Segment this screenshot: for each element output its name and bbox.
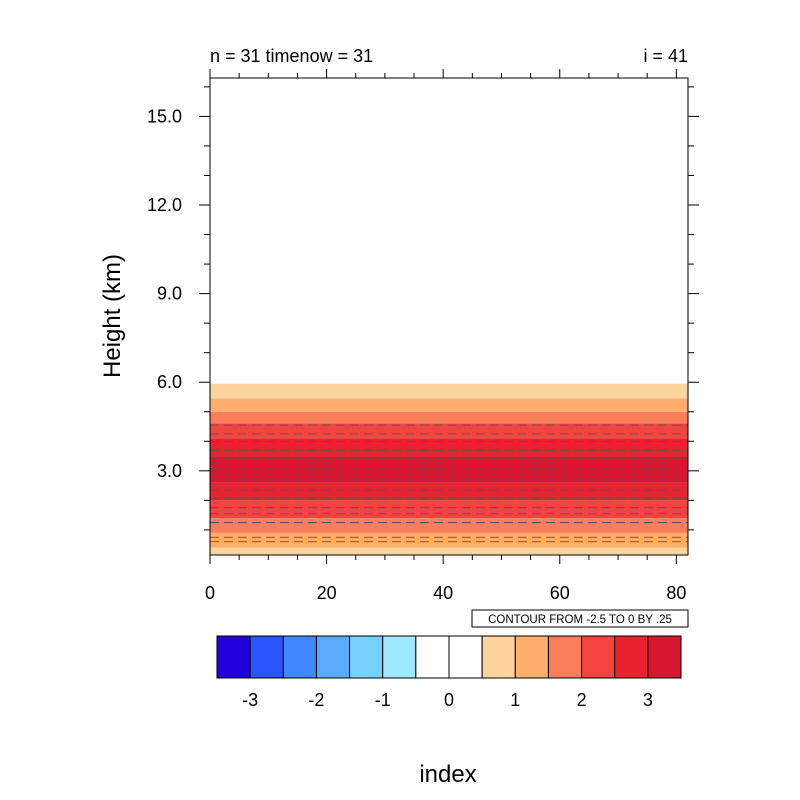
fill-band-6 — [210, 438, 688, 457]
colorbar-swatch-10 — [547, 635, 583, 679]
y-axis-ticks: 3.0 6.0 9.0 12.0 15.0 — [147, 86, 699, 531]
colorbar-labels: -3 -2 -1 0 1 2 3 — [242, 690, 653, 710]
x-tick-label: 40 — [433, 583, 453, 603]
x-axis-ticks: 0 20 40 60 80 — [205, 69, 686, 603]
y-tick-label: 15.0 — [147, 106, 182, 126]
colorbar-swatch-4 — [349, 635, 384, 679]
x-tick-label: 60 — [550, 583, 570, 603]
fill-band-1 — [210, 532, 688, 548]
fill-band-4 — [210, 482, 688, 501]
colorbar-label: 0 — [444, 690, 454, 710]
x-tick-label: 80 — [666, 583, 686, 603]
fill-band-7 — [210, 423, 688, 439]
x-tick-label: 20 — [317, 583, 337, 603]
y-axis-label: Height (km) — [99, 254, 126, 378]
colorbar-title: index — [419, 761, 476, 788]
colorbar-swatch-0 — [216, 635, 251, 679]
colorbar-label: 2 — [577, 690, 587, 710]
filled-contour-bands — [210, 383, 688, 555]
fill-band-10 — [210, 383, 688, 399]
colorbar-swatch-2 — [282, 635, 317, 679]
colorbar-swatch-5 — [382, 635, 417, 679]
contour-info-text: CONTOUR FROM -2.5 TO 0 BY .25 — [488, 614, 672, 626]
colorbar-swatch-8 — [481, 635, 516, 679]
colorbar-swatch-9 — [514, 635, 549, 679]
colorbar-swatch-11 — [581, 635, 616, 679]
contour-info-frame — [471, 609, 689, 628]
colorbar — [216, 635, 682, 679]
y-tick-label: 3.0 — [157, 461, 182, 481]
colorbar-swatch-12 — [614, 635, 649, 679]
colorbar-label: -2 — [308, 690, 324, 710]
fill-band-0 — [210, 547, 688, 555]
fill-band-9 — [210, 398, 688, 412]
x-tick-label: 0 — [205, 583, 215, 603]
title-right: i = 41 — [643, 46, 688, 66]
fill-band-5 — [210, 456, 688, 483]
colorbar-swatch-7 — [448, 635, 483, 679]
plot-frame — [209, 77, 689, 556]
colorbar-label: -3 — [242, 690, 258, 710]
y-tick-label: 6.0 — [157, 372, 182, 392]
colorbar-swatch-6 — [415, 635, 450, 679]
y-tick-label: 12.0 — [147, 195, 182, 215]
contour-info-box: CONTOUR FROM -2.5 TO 0 BY .25 — [471, 609, 689, 628]
colorbar-swatch-3 — [315, 635, 351, 679]
colorbar-label: 1 — [510, 690, 520, 710]
fill-band-2 — [210, 518, 688, 533]
fill-band-3 — [210, 500, 688, 519]
y-tick-label: 9.0 — [157, 284, 182, 304]
fill-band-8 — [210, 411, 688, 424]
dashed-contour-lines — [210, 424, 688, 543]
colorbar-label: 3 — [643, 690, 653, 710]
colorbar-swatch-1 — [249, 635, 284, 679]
title-left: n = 31 timenow = 31 — [210, 46, 373, 66]
colorbar-label: -1 — [375, 690, 391, 710]
colorbar-swatch-13 — [647, 635, 682, 679]
